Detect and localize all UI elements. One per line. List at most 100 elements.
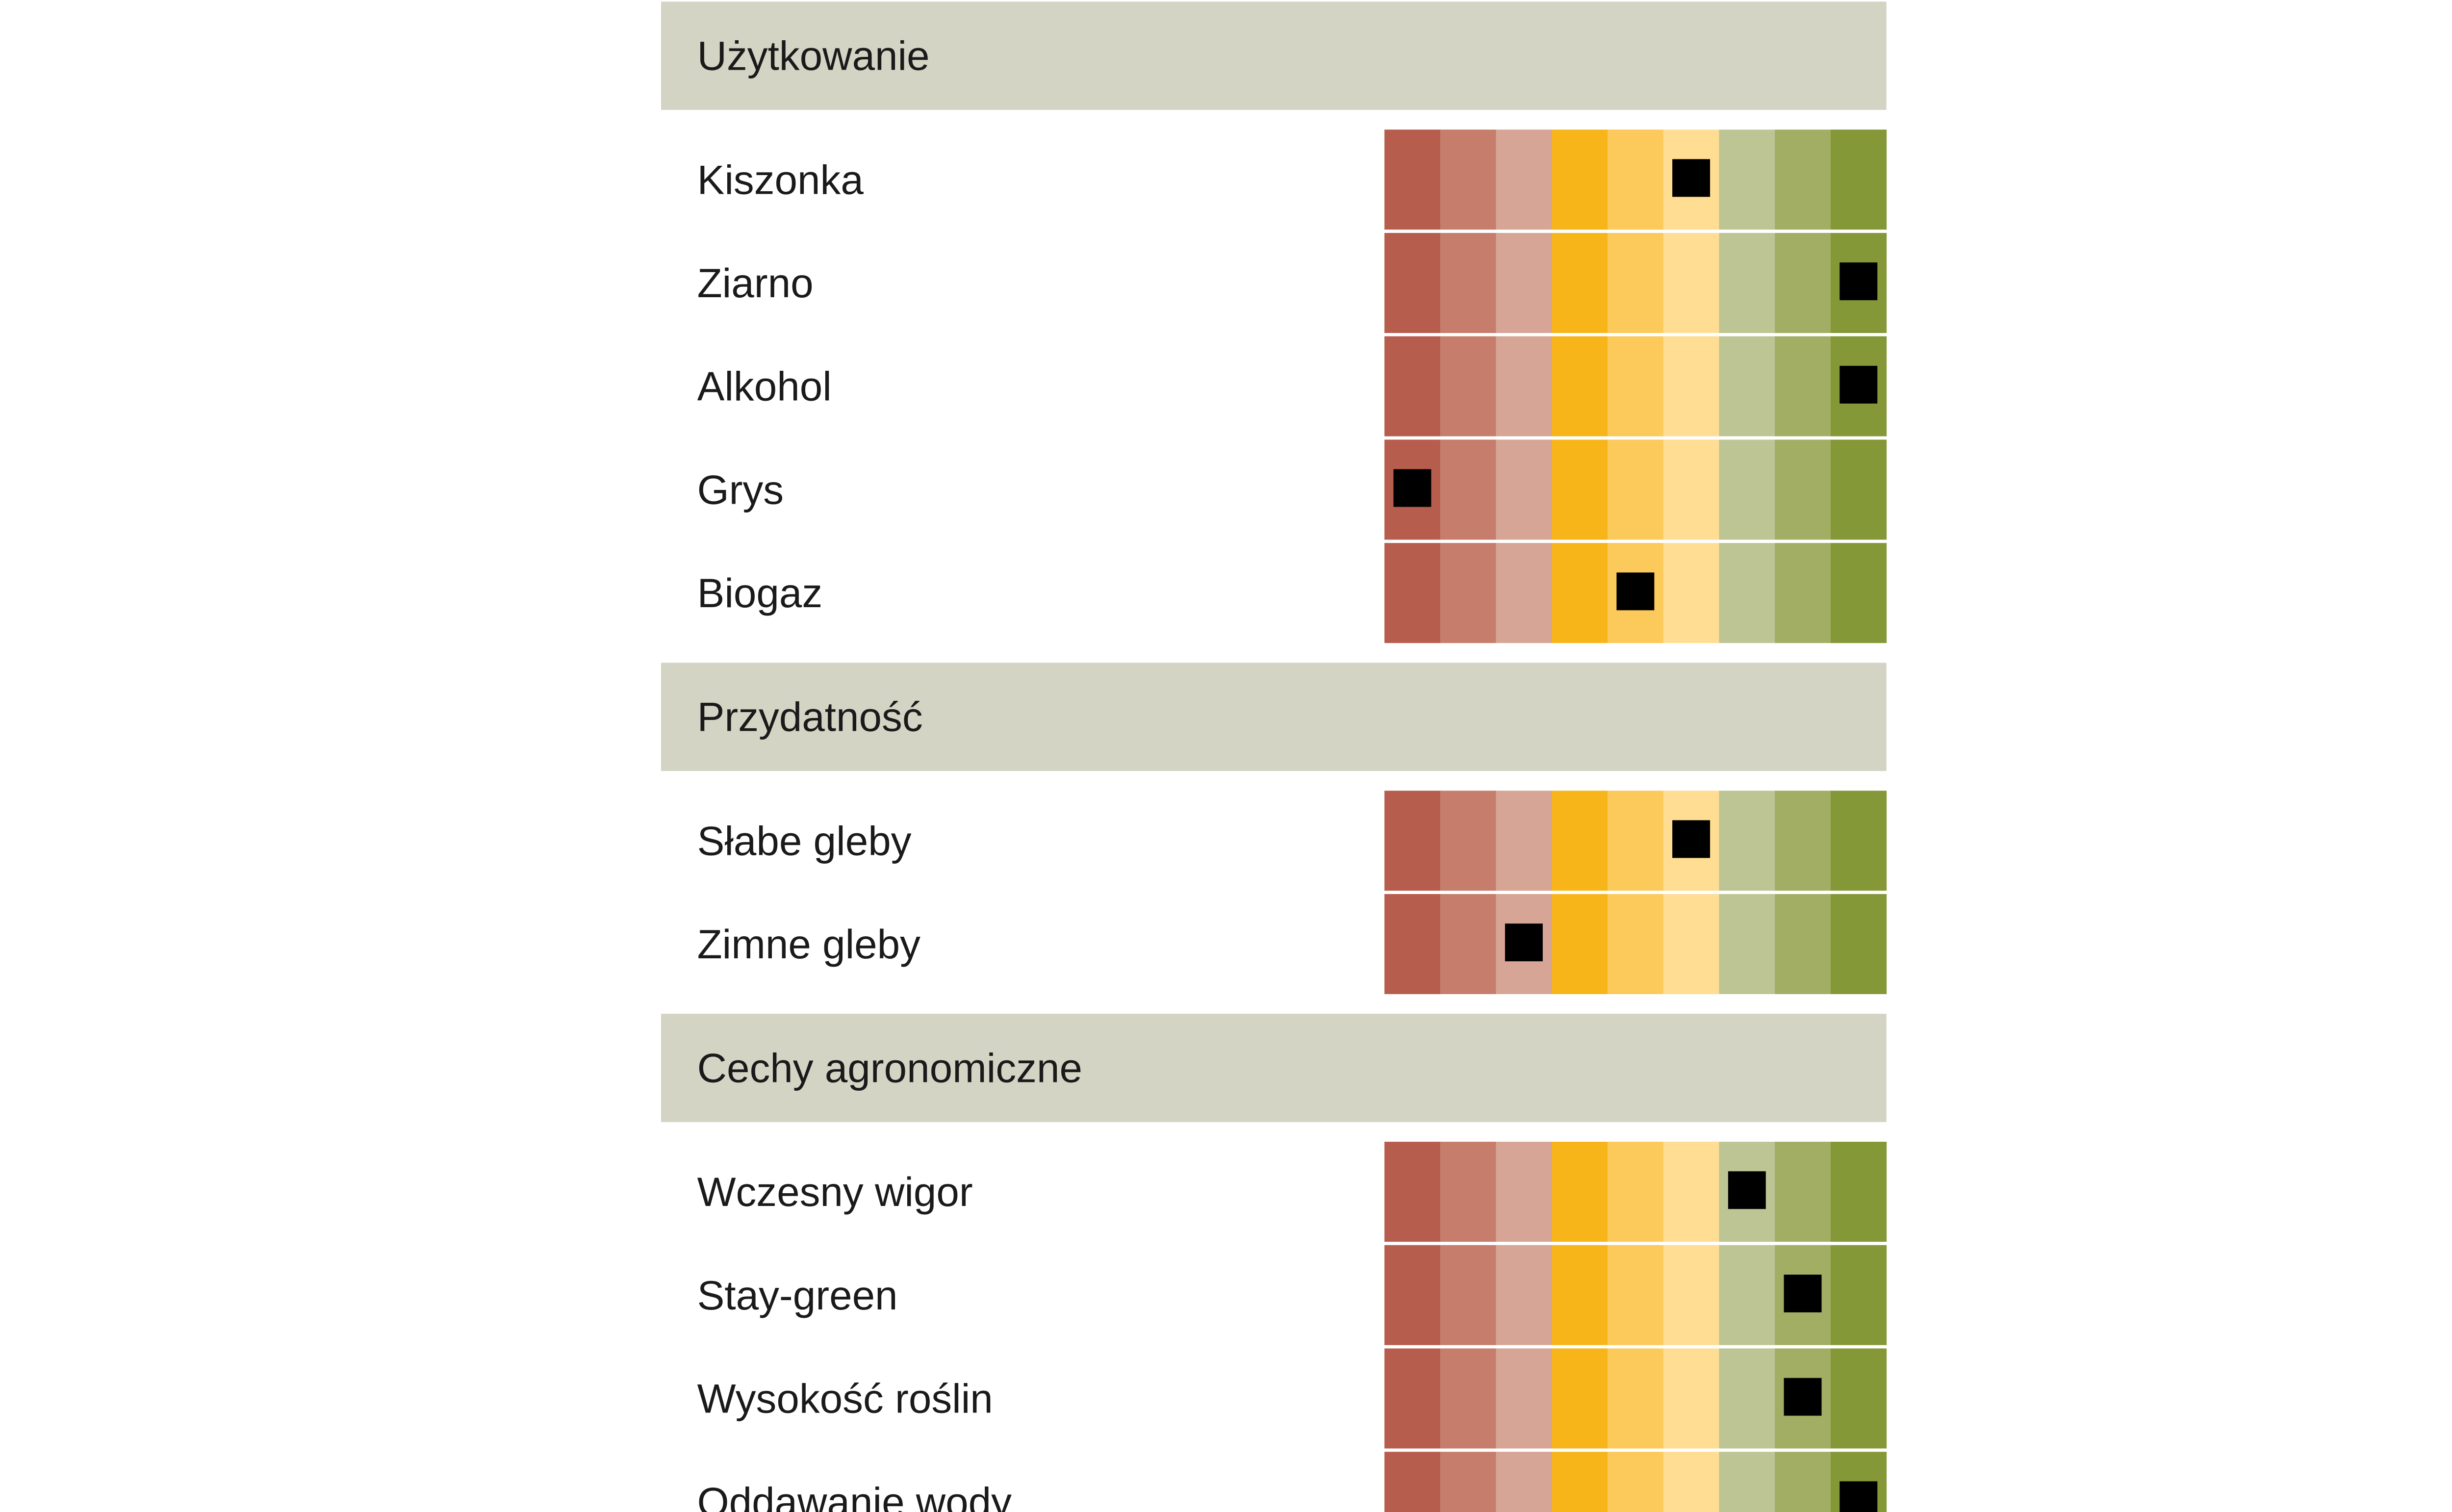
scale-cell: [1719, 791, 1775, 891]
rating-marker: [1505, 923, 1543, 962]
scale-cell: [1552, 1245, 1608, 1345]
rating-marker: [1616, 572, 1655, 611]
scale-cell: [1719, 232, 1775, 333]
scale-cell: [1775, 129, 1831, 230]
scale-cell: [1440, 336, 1497, 436]
scale-cell: [1384, 1452, 1441, 1512]
section-title: Użytkowanie: [697, 33, 930, 79]
scale-cell: [1830, 791, 1887, 891]
row-label: Biogaz: [697, 570, 823, 616]
scale-cell: [1384, 1245, 1441, 1345]
row-label: Stay-green: [697, 1272, 898, 1318]
rating-marker: [1839, 1481, 1878, 1512]
scale-cell: [1830, 894, 1887, 995]
rating-marker: [1839, 262, 1878, 301]
scale-cell: [1496, 1245, 1552, 1345]
rating-marker: [1672, 820, 1711, 858]
scale-cell: [1440, 791, 1497, 891]
row-separator: [1384, 1345, 1887, 1349]
scale-cell: [1496, 439, 1552, 540]
scale-cell: [1496, 1452, 1552, 1512]
rating-marker: [1672, 159, 1711, 197]
scale-cell: [1552, 129, 1608, 230]
scale-cell: [1440, 129, 1497, 230]
rating-marker: [1728, 1171, 1766, 1209]
scale-cell: [1607, 791, 1664, 891]
scale-cell: [1496, 232, 1552, 333]
scale-cell: [1663, 1452, 1719, 1512]
rating-marker: [1393, 469, 1431, 507]
row-label: Zimne gleby: [697, 921, 921, 967]
scale-cell: [1552, 791, 1608, 891]
scale-cell: [1552, 543, 1608, 643]
row-label: Kiszonka: [697, 156, 864, 203]
scale-cell: [1719, 336, 1775, 436]
section-header: [661, 1014, 1887, 1122]
scale-cell: [1440, 1348, 1497, 1449]
scale-cell: [1607, 336, 1664, 436]
scale-cell: [1663, 336, 1719, 436]
scale-cell: [1663, 1142, 1719, 1242]
scale-cell: [1719, 543, 1775, 643]
scale-cell: [1496, 791, 1552, 891]
section-header: [661, 1, 1887, 110]
scale-cell: [1663, 232, 1719, 333]
scale-cell: [1440, 439, 1497, 540]
scale-cell: [1607, 894, 1664, 995]
scale-cell: [1384, 232, 1441, 333]
scale-cell: [1552, 1142, 1608, 1242]
scale-cell: [1384, 791, 1441, 891]
scale-cell: [1440, 1245, 1497, 1345]
scale-cell: [1775, 1452, 1831, 1512]
scale-cell: [1607, 232, 1664, 333]
scale-cell: [1830, 1348, 1887, 1449]
scale-cell: [1440, 1452, 1497, 1512]
section-title: Przydatność: [697, 694, 923, 740]
scale-cell: [1775, 232, 1831, 333]
scale-cell: [1552, 439, 1608, 540]
scale-cell: [1496, 543, 1552, 643]
scale-cell: [1384, 1142, 1441, 1242]
scale-cell: [1552, 336, 1608, 436]
scale-cell: [1607, 1245, 1664, 1345]
scale-cell: [1719, 129, 1775, 230]
section-header: [661, 663, 1887, 771]
scale-cell: [1552, 894, 1608, 995]
section-title: Cechy agronomiczne: [697, 1045, 1082, 1091]
row-separator: [1384, 891, 1887, 894]
scale-cell: [1607, 1142, 1664, 1242]
scale-cell: [1384, 129, 1441, 230]
scale-cell: [1607, 439, 1664, 540]
scale-cell: [1775, 791, 1831, 891]
scale-cell: [1440, 894, 1497, 995]
scale-cell: [1384, 1348, 1441, 1449]
rating-marker: [1784, 1378, 1822, 1416]
scale-cell: [1830, 439, 1887, 540]
row-label: Wysokość roślin: [697, 1376, 993, 1422]
scale-cell: [1719, 1348, 1775, 1449]
scale-cell: [1663, 894, 1719, 995]
scale-cell: [1384, 336, 1441, 436]
scale-cell: [1552, 232, 1608, 333]
scale-cell: [1663, 543, 1719, 643]
scale-cell: [1607, 1452, 1664, 1512]
row-label: Słabe gleby: [697, 818, 912, 864]
scale-cell: [1830, 1142, 1887, 1242]
scale-cell: [1719, 439, 1775, 540]
scale-cell: [1830, 129, 1887, 230]
row-separator: [1384, 1242, 1887, 1245]
row-separator: [1384, 436, 1887, 440]
row-separator: [1384, 230, 1887, 233]
scale-cell: [1440, 543, 1497, 643]
scale-cell: [1775, 543, 1831, 643]
scale-cell: [1440, 232, 1497, 333]
scale-cell: [1496, 1348, 1552, 1449]
row-label: Grys: [697, 466, 784, 513]
scale-cell: [1496, 129, 1552, 230]
scale-cell: [1830, 1245, 1887, 1345]
row-label: Oddawanie wody: [697, 1479, 1012, 1512]
scale-cell: [1775, 439, 1831, 540]
scale-cell: [1440, 1142, 1497, 1242]
scale-cell: [1719, 894, 1775, 995]
row-separator: [1384, 539, 1887, 543]
